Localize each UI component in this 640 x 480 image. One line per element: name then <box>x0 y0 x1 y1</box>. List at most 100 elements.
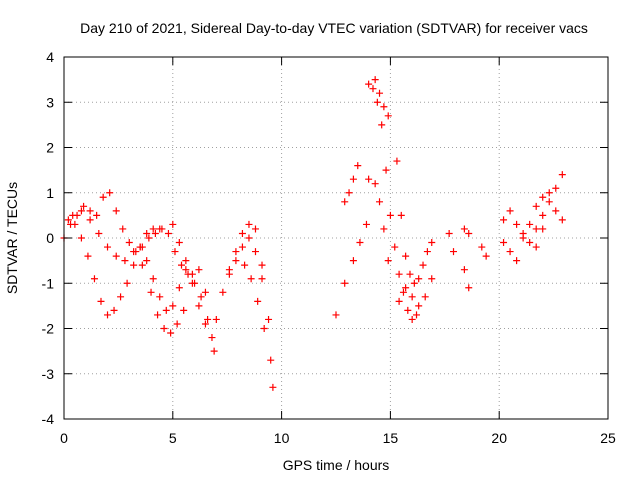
y-tick-label: 4 <box>46 49 54 65</box>
y-axis-label: SDTVAR / TECUs <box>4 182 20 294</box>
data-point <box>413 311 421 319</box>
data-point <box>532 202 540 210</box>
data-point <box>195 266 203 274</box>
x-tick-label: 15 <box>383 430 399 446</box>
data-point <box>415 275 423 283</box>
data-point <box>267 356 275 364</box>
y-tick-label: 1 <box>46 185 54 201</box>
data-point <box>195 302 203 310</box>
data-point <box>423 248 431 256</box>
series-arc-q <box>460 225 490 260</box>
data-point <box>354 162 362 170</box>
data-point <box>545 189 553 197</box>
x-tick-label: 5 <box>169 430 177 446</box>
data-point <box>384 257 392 265</box>
series-arc-k <box>365 80 421 323</box>
data-point <box>104 311 112 319</box>
data-point <box>460 266 468 274</box>
data-point <box>380 103 388 111</box>
data-point <box>143 229 151 237</box>
series-arc-e <box>169 220 209 296</box>
data-point <box>112 207 120 215</box>
data-point <box>532 243 540 251</box>
data-point <box>386 211 394 219</box>
data-point <box>258 275 266 283</box>
data-point <box>362 220 370 228</box>
data-point <box>123 279 131 287</box>
data-point <box>371 76 379 84</box>
data-points <box>60 76 566 391</box>
data-point <box>526 239 534 247</box>
y-tick-label: -4 <box>42 411 55 427</box>
data-point <box>519 229 527 237</box>
data-point <box>225 270 233 278</box>
data-point <box>265 315 273 323</box>
data-point <box>97 297 105 305</box>
data-point <box>391 243 399 251</box>
data-point <box>397 211 405 219</box>
data-point <box>395 297 403 305</box>
series-arc-h <box>241 261 275 364</box>
data-point <box>121 257 129 265</box>
data-point <box>380 225 388 233</box>
chart-title: Day 210 of 2021, Sidereal Day-to-day VTE… <box>80 20 588 36</box>
data-point <box>345 189 353 197</box>
data-point <box>219 288 227 296</box>
data-point <box>539 211 547 219</box>
data-point <box>86 207 94 215</box>
data-point <box>373 98 381 106</box>
data-point <box>513 257 521 265</box>
data-point <box>245 220 253 228</box>
series-arc-p <box>445 229 473 292</box>
data-point <box>130 248 138 256</box>
data-point <box>408 293 416 301</box>
series-arc-g <box>225 234 266 283</box>
data-point <box>465 229 473 237</box>
data-point <box>500 216 508 224</box>
data-point <box>393 157 401 165</box>
data-point <box>130 261 138 269</box>
data-point <box>162 306 170 314</box>
data-point <box>245 234 253 242</box>
data-point <box>182 266 190 274</box>
data-point <box>110 306 118 314</box>
series-arc-m <box>365 175 392 265</box>
data-point <box>404 306 412 314</box>
data-point <box>384 112 392 120</box>
grid-lines <box>64 57 608 419</box>
data-point <box>558 216 566 224</box>
x-tick-label: 20 <box>491 430 507 446</box>
data-point <box>147 288 155 296</box>
data-point <box>208 334 216 342</box>
data-point <box>106 189 114 197</box>
data-point <box>460 225 468 233</box>
x-tick-label: 0 <box>60 430 68 446</box>
data-point <box>77 234 85 242</box>
data-point <box>260 325 268 332</box>
x-tick-label: 25 <box>600 430 616 446</box>
series-arc-a <box>60 189 218 355</box>
data-point <box>526 220 534 228</box>
data-point <box>402 252 410 260</box>
data-point <box>178 261 186 269</box>
data-point <box>369 85 377 93</box>
data-point <box>365 175 373 183</box>
data-point <box>402 284 410 292</box>
data-point <box>104 243 112 251</box>
data-point <box>382 166 390 174</box>
y-tick-label: 0 <box>46 230 54 246</box>
data-point <box>421 293 429 301</box>
data-point <box>180 306 188 314</box>
data-point <box>356 239 364 247</box>
data-point <box>71 220 79 228</box>
series-arc-d <box>136 243 216 342</box>
data-point <box>188 279 196 287</box>
series-arc-u <box>539 189 566 224</box>
x-tick-label: 10 <box>274 430 290 446</box>
data-point <box>539 193 547 201</box>
data-point <box>376 198 384 206</box>
data-point <box>182 257 190 265</box>
data-point <box>269 383 277 391</box>
data-point <box>210 347 218 355</box>
data-point <box>156 293 164 301</box>
